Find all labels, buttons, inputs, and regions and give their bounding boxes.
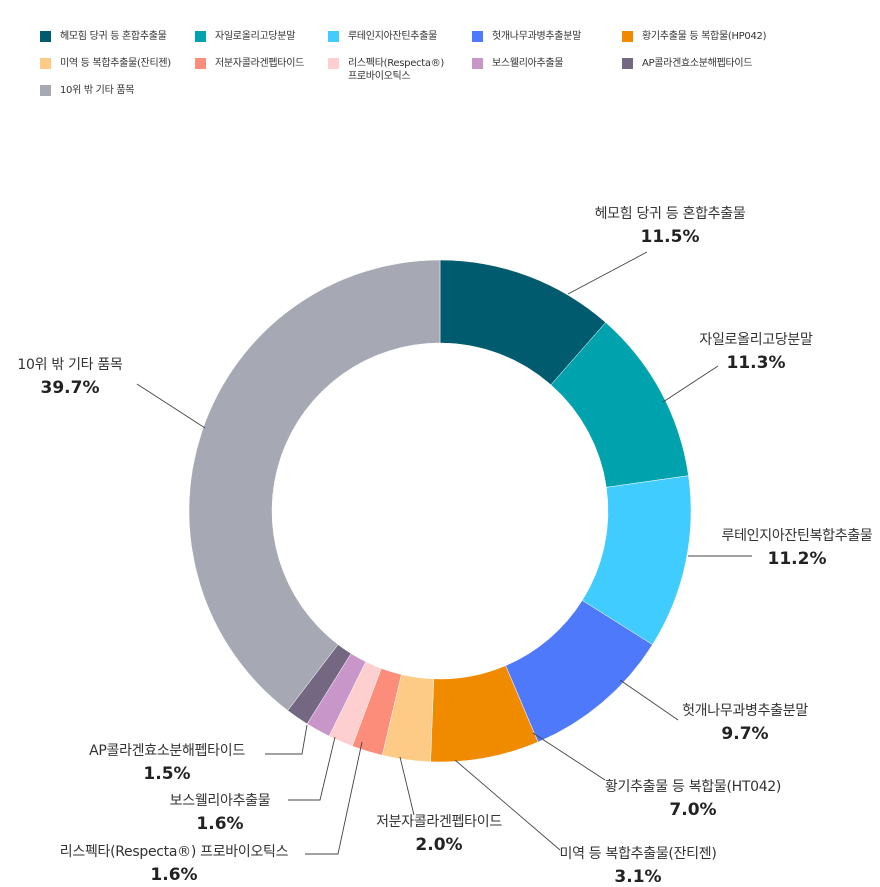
slice-value-label: 9.7% bbox=[721, 724, 768, 744]
legend-label: 미역 등 복합추출물(잔티젠) bbox=[60, 58, 171, 69]
slice-value-label: 1.6% bbox=[196, 814, 243, 834]
legend-label: 헤모힘 당귀 등 혼합추출물 bbox=[60, 31, 167, 42]
legend-item: 리스펙타(Respecta®) 프로바이오틱스 bbox=[328, 57, 444, 83]
legend-swatch bbox=[40, 31, 51, 42]
slice-value-label: 2.0% bbox=[415, 835, 462, 855]
leader-line bbox=[265, 724, 308, 755]
legend-label: AP콜라겐효소분해펩타이드 bbox=[642, 58, 753, 69]
leader-line bbox=[532, 732, 606, 781]
slice-value-label: 1.6% bbox=[150, 865, 197, 885]
legend-swatch bbox=[195, 58, 206, 69]
legend-label: 리스펙타(Respecta®) 프로바이오틱스 bbox=[348, 58, 445, 82]
legend-item: 저분자콜라겐펩타이드 bbox=[195, 57, 304, 70]
slice-value-label: 11.5% bbox=[641, 227, 700, 247]
legend-item: 루테인지아잔틴추출물 bbox=[328, 30, 437, 43]
legend-swatch bbox=[328, 58, 339, 69]
legend-item: 황기추출물 등 복합물(HP042) bbox=[622, 30, 767, 43]
legend-swatch bbox=[40, 58, 51, 69]
legend-swatch bbox=[40, 85, 51, 96]
legend-item: 헛개나무과병추출분말 bbox=[472, 30, 581, 43]
legend-label: 헛개나무과병추출분말 bbox=[492, 31, 582, 42]
legend-item: 자일로올리고당분말 bbox=[195, 30, 295, 43]
leader-line bbox=[399, 756, 415, 816]
slice-value-label: 11.3% bbox=[727, 353, 786, 373]
slice-label: 헤모힘 당귀 등 혼합추출물 bbox=[595, 206, 746, 222]
legend-label: 자일로올리고당분말 bbox=[215, 31, 296, 42]
slice-label: 10위 밖 기타 품목 bbox=[17, 357, 123, 373]
legend-item: AP콜라겐효소분해펩타이드 bbox=[622, 57, 752, 70]
legend-swatch bbox=[328, 31, 339, 42]
slice-label: 저분자콜라겐펩타이드 bbox=[376, 814, 502, 830]
leader-line bbox=[136, 383, 206, 429]
slice-label: 자일로올리고당분말 bbox=[699, 332, 813, 348]
leader-line bbox=[288, 736, 336, 801]
legend-swatch bbox=[472, 31, 483, 42]
leader-line bbox=[567, 251, 648, 295]
leader-line bbox=[619, 679, 679, 721]
legend-swatch bbox=[622, 31, 633, 42]
slice-value-label: 11.2% bbox=[768, 549, 827, 569]
legend-swatch bbox=[622, 58, 633, 69]
slice-value-label: 3.1% bbox=[614, 867, 661, 887]
slice-label: 황기추출물 등 복합물(HT042) bbox=[605, 779, 781, 795]
legend-swatch bbox=[472, 58, 483, 69]
slice-label: 헛개나무과병추출분말 bbox=[682, 703, 808, 719]
legend-label: 저분자콜라겐펩타이드 bbox=[215, 58, 305, 69]
legend-item: 보스웰리아추출물 bbox=[472, 57, 564, 70]
legend-item: 미역 등 복합추출물(잔티젠) bbox=[40, 57, 171, 70]
leader-line bbox=[454, 759, 561, 851]
slice-label: 리스펙타(Respecta®) 프로바이오틱스 bbox=[60, 844, 289, 860]
slice-label: 미역 등 복합추출물(잔티젠) bbox=[559, 846, 716, 862]
legend-label: 황기추출물 등 복합물(HP042) bbox=[642, 31, 767, 42]
legend-label: 루테인지아잔틴추출물 bbox=[348, 31, 438, 42]
legend-item: 10위 밖 기타 품목 bbox=[40, 84, 134, 97]
slice-label: 루테인지아잔틴복합추출물 bbox=[722, 528, 873, 544]
slice-label: AP콜라겐효소분해펩타이드 bbox=[89, 743, 245, 759]
slice-label: 보스웰리아추출물 bbox=[170, 793, 271, 809]
leader-line bbox=[305, 741, 363, 855]
legend-label: 10위 밖 기타 품목 bbox=[60, 85, 135, 96]
slice-value-label: 7.0% bbox=[669, 800, 716, 820]
legend-swatch bbox=[195, 31, 206, 42]
slice-value-label: 1.5% bbox=[143, 764, 190, 784]
legend-label: 보스웰리아추출물 bbox=[492, 58, 564, 69]
leader-line bbox=[662, 365, 719, 403]
slice-11 bbox=[188, 259, 441, 711]
legend-item: 헤모힘 당귀 등 혼합추출물 bbox=[40, 30, 167, 43]
slice-value-label: 39.7% bbox=[41, 378, 100, 398]
